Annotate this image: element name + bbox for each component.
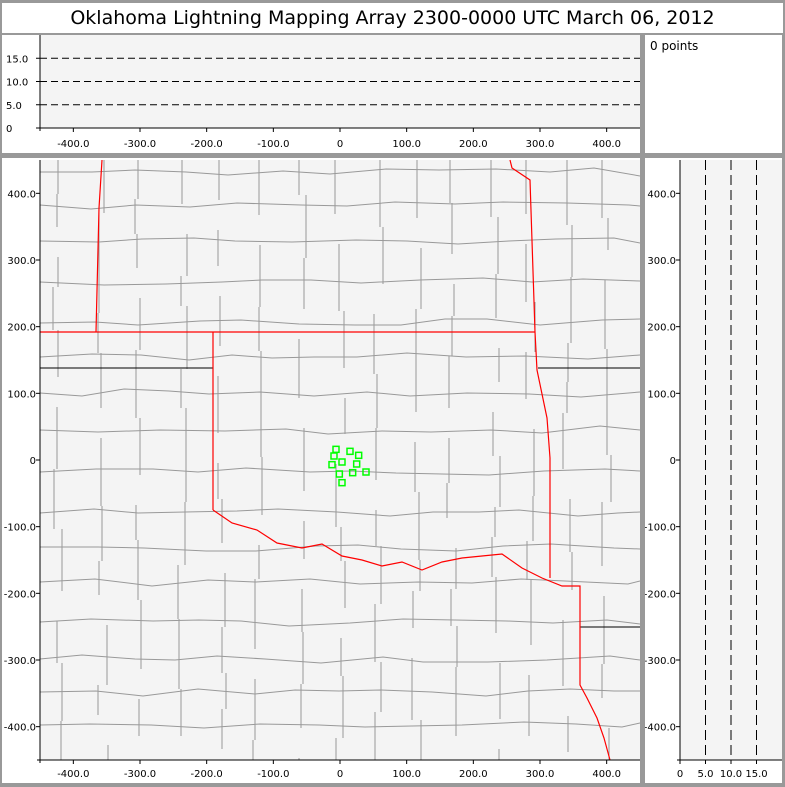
county-line: [39, 654, 641, 664]
county-line: [39, 508, 641, 517]
county-line: [39, 318, 641, 326]
plan-view-panel[interactable]: -400.0 -300.0 -200.0 -100.0 0 100.0 200.0 300.0…: [2, 158, 641, 783]
y-tick-label: 200.0: [647, 323, 676, 334]
county-line: [39, 467, 641, 476]
x-tick-label: -200.0: [191, 139, 223, 150]
x-tick-label: 200.0: [459, 139, 488, 150]
county-line: [252, 160, 263, 760]
county-line: [40, 543, 641, 552]
county-borders: [39, 160, 641, 760]
x-tick-label: -300.0: [124, 769, 156, 780]
side-panel: 0 5.0 10.0 15.0 400.0 300.0 200.0 100.0 0 -100.0 -…: [644, 158, 782, 783]
x-tick-label: -100.0: [257, 769, 289, 780]
lightning-source-marker: [362, 468, 370, 476]
lightning-source-marker: [352, 460, 361, 468]
county-line: [373, 160, 384, 760]
county-line: [52, 160, 63, 760]
height-panel: -400.0 -300.0 -200.0 -100.0 0 100.0 200.0 300.0…: [2, 35, 640, 153]
y-tick-label: 300.0: [7, 256, 36, 267]
x-tick-label: 15.0: [745, 769, 767, 780]
lightning-source-marker: [348, 468, 357, 477]
y-tick-label: 400.0: [7, 189, 36, 200]
county-line: [334, 160, 346, 760]
y-tick-label: 200.0: [7, 323, 36, 334]
y-tick-label: 0: [30, 456, 36, 467]
county-line: [411, 160, 422, 760]
y-tick-label: 10.0: [6, 78, 28, 89]
county-line: [39, 388, 641, 398]
page-title: Oklahoma Lightning Mapping Array 2300-00…: [2, 3, 783, 33]
lightning-source-marker: [328, 460, 336, 469]
y-tick-label: -400.0: [645, 723, 676, 734]
county-line: [39, 237, 641, 245]
county-line: [39, 352, 641, 361]
county-line: [177, 160, 188, 736]
county-line: [39, 688, 640, 697]
y-tick-label: 0: [670, 456, 676, 467]
x-tick-label: 100.0: [392, 769, 421, 780]
height-vs-y-plot: 0 5.0 10.0 15.0 400.0 300.0 200.0 100.0 0 -100.0 -…: [644, 160, 782, 780]
x-tick-label: 100.0: [392, 139, 421, 150]
x-tick-label: 400.0: [592, 769, 621, 780]
state-border: [95, 159, 103, 333]
county-line: [562, 160, 573, 752]
county-line: [601, 160, 612, 760]
x-tick-label: -300.0: [124, 139, 156, 150]
x-tick-label: 0: [337, 139, 343, 150]
county-line: [490, 160, 501, 760]
lightning-source-marker: [346, 447, 354, 456]
state-border: [212, 509, 611, 761]
y-tick-label: -300.0: [645, 656, 676, 667]
x-tick-label: 0: [337, 769, 343, 780]
y-tick-label: -200.0: [645, 589, 676, 600]
info-panel: 0 points: [645, 35, 782, 153]
lightning-source-marker: [338, 458, 346, 466]
county-line: [39, 578, 641, 587]
points-count: 0 points: [650, 39, 699, 53]
y-tick-label: -100.0: [645, 523, 676, 534]
county-line: [134, 160, 142, 736]
x-tick-label: -200.0: [191, 769, 223, 780]
y-tick-label: 100.0: [7, 389, 36, 400]
county-line: [39, 721, 641, 729]
y-tick-label: -100.0: [4, 523, 36, 534]
county-line: [39, 618, 641, 627]
x-tick-label: 200.0: [459, 769, 488, 780]
y-tick-label: 5.0: [6, 101, 22, 112]
county-line: [39, 277, 641, 286]
county-line: [298, 160, 307, 760]
x-tick-label: 300.0: [526, 139, 555, 150]
county-line: [97, 160, 109, 760]
x-tick-label: -400.0: [57, 769, 89, 780]
lightning-source-marker: [330, 452, 338, 460]
x-tick-label: -400.0: [57, 139, 89, 150]
x-tick-label: 5.0: [698, 769, 714, 780]
county-line: [40, 167, 641, 177]
y-tick-label: 0: [6, 124, 12, 135]
y-tick-label: -200.0: [4, 589, 36, 600]
x-tick-label: -100.0: [257, 139, 289, 150]
lightning-source-marker: [335, 470, 344, 478]
plan-view-map[interactable]: -400.0 -300.0 -200.0 -100.0 0 100.0 200.0 300.0…: [2, 158, 641, 783]
y-tick-label: -400.0: [4, 723, 36, 734]
y-tick-label: 300.0: [647, 256, 676, 267]
lightning-source-marker: [338, 478, 346, 487]
county-line: [446, 160, 458, 736]
x-tick-label: 0: [677, 769, 683, 780]
y-tick-label: -300.0: [4, 656, 36, 667]
y-tick-label: 15.0: [6, 54, 28, 65]
y-tick-label: 100.0: [647, 389, 676, 400]
state-border: [509, 159, 551, 578]
county-line: [217, 160, 227, 749]
lightning-source-marker: [354, 451, 363, 460]
y-tick-label: 400.0: [647, 189, 676, 200]
x-tick-label: 400.0: [592, 139, 621, 150]
height-vs-x-plot: -400.0 -300.0 -200.0 -100.0 0 100.0 200.0 300.0…: [6, 35, 640, 150]
x-tick-label: 10.0: [720, 769, 742, 780]
county-line: [39, 425, 641, 435]
x-tick-label: 300.0: [526, 769, 555, 780]
